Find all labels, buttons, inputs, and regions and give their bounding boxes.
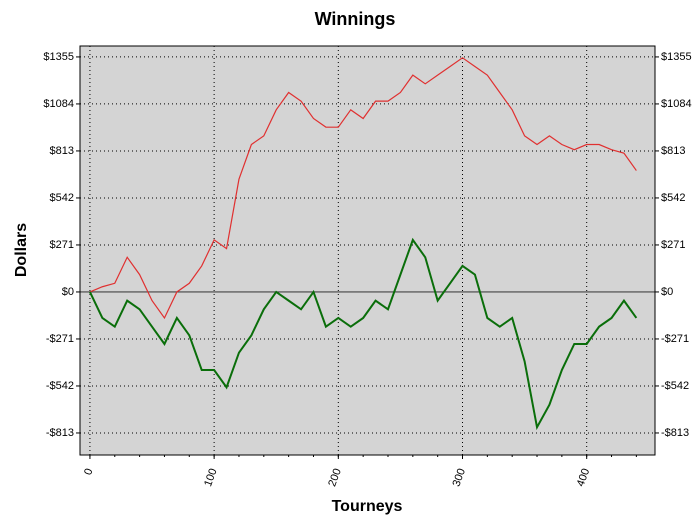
chart-title: Winnings xyxy=(315,9,396,29)
y2-tick-label: -$542 xyxy=(661,380,689,392)
x-tick-label: 100 xyxy=(202,467,220,488)
x-tick-label: 0 xyxy=(82,467,95,477)
y2-tick-label: $542 xyxy=(661,192,685,204)
series-line xyxy=(89,57,637,320)
y-tick-label: $542 xyxy=(50,192,74,204)
y-tick-label: $813 xyxy=(50,145,74,157)
x-tick-label: 300 xyxy=(450,467,468,488)
y2-tick-label: $271 xyxy=(661,239,685,251)
x-tick-label: 200 xyxy=(326,467,344,488)
y-tick-label: $271 xyxy=(50,239,74,251)
y-tick-label: -$813 xyxy=(46,427,74,439)
y2-tick-label: -$271 xyxy=(661,333,689,345)
series-line xyxy=(89,237,638,431)
x-axis-label: Tourneys xyxy=(332,498,403,515)
y-tick-label: $0 xyxy=(62,286,74,298)
plot-area xyxy=(80,46,655,455)
plot-border xyxy=(79,45,656,456)
y2-tick-label: $0 xyxy=(661,286,673,298)
y-tick-label: -$271 xyxy=(46,333,74,345)
y2-tick-label: $1084 xyxy=(661,98,692,110)
y-tick-label: -$542 xyxy=(46,380,74,392)
y-tick-label: $1355 xyxy=(43,51,74,63)
y-axis-label: Dollars xyxy=(13,223,30,277)
x-tick-label: 400 xyxy=(575,467,593,488)
y2-tick-label: -$813 xyxy=(661,427,689,439)
y2-tick-label: $1355 xyxy=(661,51,692,63)
y-tick-label: $1084 xyxy=(43,98,74,110)
y2-tick-label: $813 xyxy=(661,145,685,157)
